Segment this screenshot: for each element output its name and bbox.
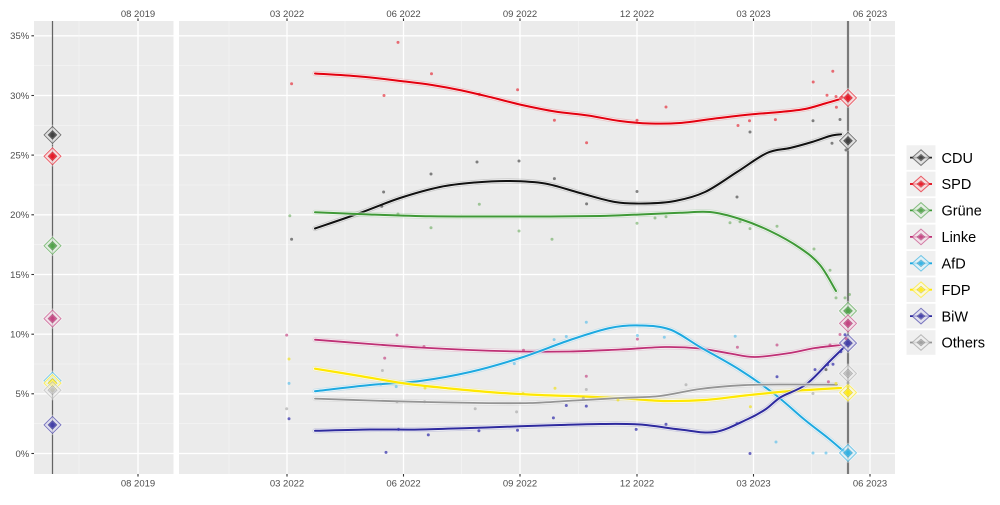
svg-text:08 2019: 08 2019: [121, 478, 155, 489]
svg-text:06 2022: 06 2022: [386, 478, 420, 489]
svg-text:06 2022: 06 2022: [386, 9, 420, 20]
svg-text:5%: 5%: [15, 389, 29, 400]
svg-text:06 2023: 06 2023: [853, 9, 887, 20]
svg-text:09 2022: 09 2022: [503, 478, 537, 489]
svg-text:CDU: CDU: [942, 151, 973, 167]
svg-text:12 2022: 12 2022: [620, 9, 654, 20]
svg-text:25%: 25%: [10, 151, 30, 162]
svg-text:15%: 15%: [10, 270, 30, 281]
svg-text:SPD: SPD: [942, 177, 972, 193]
svg-text:20%: 20%: [10, 210, 30, 221]
svg-text:Others: Others: [942, 336, 986, 352]
svg-text:BiW: BiW: [942, 309, 969, 325]
svg-text:09 2022: 09 2022: [503, 9, 537, 20]
svg-text:0%: 0%: [15, 449, 29, 460]
svg-text:03 2023: 03 2023: [736, 9, 770, 20]
svg-text:30%: 30%: [10, 91, 30, 102]
svg-text:08 2019: 08 2019: [121, 9, 155, 20]
svg-text:12 2022: 12 2022: [620, 478, 654, 489]
svg-text:AfD: AfD: [942, 257, 966, 273]
svg-text:Linke: Linke: [942, 230, 977, 246]
svg-text:03 2023: 03 2023: [736, 478, 770, 489]
svg-text:03 2022: 03 2022: [270, 478, 304, 489]
svg-text:35%: 35%: [10, 31, 30, 42]
svg-text:FDP: FDP: [942, 283, 971, 299]
svg-text:10%: 10%: [10, 330, 30, 341]
svg-text:06 2023: 06 2023: [853, 478, 887, 489]
svg-text:Grüne: Grüne: [942, 204, 982, 220]
svg-text:03 2022: 03 2022: [270, 9, 304, 20]
